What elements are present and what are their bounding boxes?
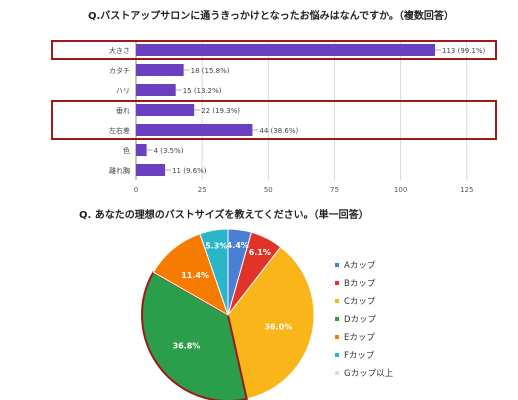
bar-highlight-box <box>51 40 497 60</box>
bar-chart-gridlines <box>135 40 468 180</box>
legend-marker <box>335 317 339 321</box>
legend-marker <box>335 353 339 357</box>
bar-data-label: 44 (38.6%) <box>259 127 298 135</box>
bar-category-label: カタチ <box>109 66 130 75</box>
bar-data-label: 15 (13.2%) <box>183 87 222 95</box>
legend-label: Eカップ <box>344 333 375 343</box>
legend-marker <box>335 299 339 303</box>
legend-label: Gカップ以上 <box>344 369 394 379</box>
bar <box>136 124 253 136</box>
bar-category-label: 垂れ <box>116 106 130 115</box>
bar-x-tick-label: 50 <box>264 186 273 194</box>
legend-label: Fカップ <box>344 351 375 361</box>
legend-marker <box>335 263 339 267</box>
legend-marker <box>335 335 339 339</box>
bar <box>136 144 147 156</box>
bar-category-label: 離れ胸 <box>109 166 130 175</box>
bar-data-label: 113 (99.1%) <box>442 47 486 55</box>
bar <box>136 164 166 176</box>
bar-chart-bars <box>136 44 436 176</box>
bar <box>136 44 436 56</box>
pie-slice-label: 36.8% <box>173 342 201 351</box>
bar <box>136 84 176 96</box>
legend-label: Bカップ <box>344 279 376 289</box>
pie-chart-title: Q. あなたの理想のバストサイズを教えてください。（単一回答） <box>79 208 369 221</box>
bar-x-tick-label: 125 <box>460 186 473 194</box>
bar-x-tick-label: 75 <box>330 186 339 194</box>
pie-slice-label: 4.4% <box>227 241 249 250</box>
bar-category-label: 左右差 <box>109 126 130 135</box>
bar-x-tick-label: 100 <box>394 186 407 194</box>
pie-chart-slices <box>141 228 315 400</box>
bar-data-label: 22 (19.3%) <box>201 107 240 115</box>
bar-category-label: 色 <box>123 146 130 155</box>
bar-chart-highlight-boxes <box>51 40 497 140</box>
bar-x-tick-label: 25 <box>198 186 207 194</box>
legend-label: Cカップ <box>344 297 376 307</box>
bar-data-label: 4 (3.5%) <box>154 147 184 155</box>
bar-highlight-box <box>51 100 497 140</box>
legend-marker <box>335 371 339 375</box>
bar-data-label: 18 (15.8%) <box>191 67 230 75</box>
bar-category-label: ハリ <box>116 87 130 95</box>
pie-slice-label: 6.1% <box>249 248 271 257</box>
bar-chart-title: Q.バストアップサロンに通うきっかけとなったお悩みはなんですか。（複数回答） <box>88 9 454 22</box>
bar-chart-x-ticks: 0 25 50 75 100 125 <box>134 186 474 194</box>
pie-chart-slice-labels: 4.4%6.1% 36.0% 36.8% 11.4% 5.3% <box>173 241 293 350</box>
bar-x-tick-label: 0 <box>134 186 138 194</box>
pie-slice-label: 11.4% <box>181 271 209 280</box>
bar <box>136 104 195 116</box>
pie-slice <box>199 228 229 316</box>
legend-label: Dカップ <box>344 315 377 325</box>
bar <box>136 64 184 76</box>
pie-slice <box>227 246 315 400</box>
bar-data-label: 11 (9.6%) <box>172 167 207 175</box>
legend-label: Aカップ <box>344 261 376 271</box>
pie-slice-label: 36.0% <box>264 322 292 331</box>
pie-chart-legend: Aカップ Bカップ Cカップ Dカップ Eカップ Fカップ Gカップ以上 <box>335 261 394 379</box>
pie-slice-label: 5.3% <box>205 241 227 250</box>
legend-marker <box>335 281 339 285</box>
bar-category-label: 大きさ <box>109 46 130 55</box>
pie-slice <box>141 270 248 400</box>
bar-chart-data-labels: 113 (99.1%) 18 (15.8%) 15 (13.2%) 22 (19.3%… <box>146 47 486 175</box>
